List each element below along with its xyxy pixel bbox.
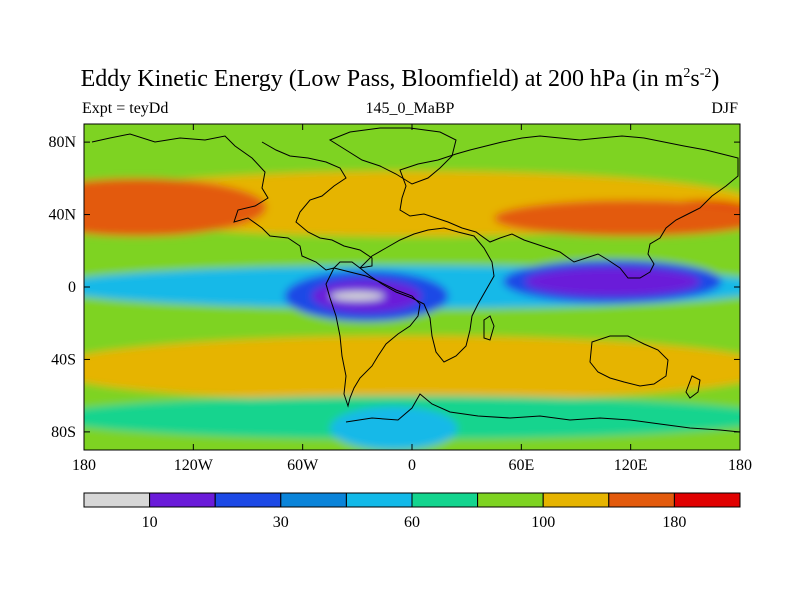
colorbar-label: 180 — [662, 514, 686, 531]
colorbar-swatch — [280, 492, 347, 508]
coastlines — [91, 127, 740, 433]
field-south_american_core — [330, 291, 385, 301]
x-axis: 180 120W 60W 0 60E 120E 180 — [72, 124, 752, 474]
x-tick-label: 60W — [287, 457, 319, 474]
chart-title: Eddy Kinetic Energy (Low Pass, Bloomfiel… — [0, 66, 800, 93]
y-tick-label: 80N — [48, 134, 76, 151]
x-tick-label: 180 — [728, 457, 752, 474]
coastline-south-america — [325, 267, 421, 408]
x-tick-label: 120E — [614, 457, 648, 474]
field-arctic_band — [84, 124, 740, 168]
x-tick-label: 0 — [408, 457, 416, 474]
x-tick-label: 180 — [72, 457, 96, 474]
coastline-eurasia — [399, 135, 739, 279]
field-antarctic_low — [330, 406, 458, 450]
y-tick-label: 80S — [51, 424, 76, 441]
title-text: Eddy Kinetic Energy (Low Pass, Bloomfiel… — [80, 66, 684, 92]
field-north_pacific_jet_halo — [84, 178, 267, 237]
field-south_band — [84, 335, 740, 402]
colorbar-swatch — [608, 492, 675, 508]
x-tick-label: 60E — [508, 457, 534, 474]
y-axis: 80N 40N 0 40S 80S — [48, 134, 740, 441]
experiment-label: Expt = teyDd — [82, 100, 169, 117]
coastline-greenland — [328, 127, 457, 185]
y-tick-label: 0 — [68, 279, 76, 296]
coastline-africa — [359, 227, 495, 363]
contour-field — [84, 124, 740, 450]
colorbar-swatch — [149, 492, 216, 508]
colorbar-label: 30 — [273, 514, 289, 531]
colorbar-swatch — [477, 492, 544, 508]
coastline-north-america — [91, 133, 373, 271]
run-label: 145_0_MaBP — [365, 100, 455, 117]
colorbar-swatch — [673, 492, 741, 508]
field-indian_ocean_min — [524, 267, 700, 297]
title-superscript-1: 2 — [683, 66, 691, 81]
field-asian_jet_halo — [494, 200, 740, 237]
y-tick-label: 40S — [51, 351, 76, 368]
season-label: DJF — [711, 100, 738, 117]
colorbar-swatch — [214, 492, 282, 508]
colorbar-swatch — [83, 492, 151, 508]
colorbar-swatch — [345, 492, 413, 508]
colorbar-label: 60 — [404, 514, 420, 531]
colorbar-label: 10 — [142, 514, 158, 531]
y-tick-label: 40N — [48, 207, 76, 224]
x-tick-label: 120W — [174, 457, 214, 474]
colorbar-swatch — [411, 492, 479, 508]
title-superscript-2: -2 — [699, 66, 712, 81]
title-unit-s: s — [690, 66, 700, 92]
colorbar-swatch — [542, 492, 610, 508]
coastline-australia — [589, 335, 669, 387]
colorbar: 10 30 60 100 180 — [83, 492, 741, 531]
title-close-paren: ) — [711, 66, 720, 92]
colorbar-label: 100 — [531, 514, 555, 531]
coastline-madagascar — [483, 315, 495, 341]
coastline-antarctica — [345, 393, 740, 433]
coastline-new-zealand — [685, 375, 701, 399]
